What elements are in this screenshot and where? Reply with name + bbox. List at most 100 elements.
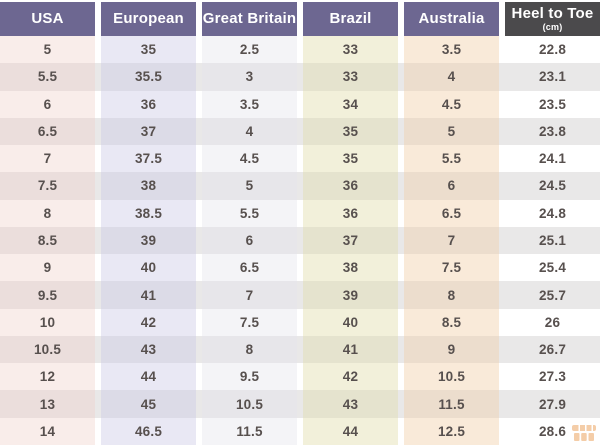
table-cell: 38	[101, 172, 196, 200]
table-cell: 40	[303, 308, 398, 336]
column-header-label: Australia	[418, 10, 485, 28]
table-cell: 28.6	[505, 417, 600, 445]
table-cell: 9.5	[202, 363, 297, 391]
table-cell: 38.5	[101, 199, 196, 227]
table-row: 8 38.5 5.5 36 6.5 24.8	[0, 199, 600, 227]
table-cell: 10.5	[0, 335, 95, 364]
table-cell: 23.8	[505, 117, 600, 146]
shop-logo-icon	[572, 425, 596, 441]
table-cell: 6	[404, 172, 499, 200]
table-cell: 3.5	[404, 36, 499, 64]
table-cell: 35	[303, 117, 398, 146]
table-cell: 42	[101, 308, 196, 336]
table-cell: 25.7	[505, 281, 600, 309]
table-cell: 4.5	[202, 145, 297, 173]
table-body: 5 35 2.5 33 3.5 22.8 5.5 35.5 3 33 4 23.1 6 36 3.5 34 4.…	[0, 36, 600, 445]
table-cell: 33	[303, 36, 398, 64]
table-cell: 9	[0, 254, 95, 282]
table-cell: 8	[404, 281, 499, 309]
table-cell: 5	[404, 117, 499, 146]
table-cell: 41	[303, 335, 398, 364]
column-header-sublabel: (cm)	[542, 21, 563, 32]
column-header-heel-to-toe: Heel to Toe (cm)	[505, 2, 600, 36]
table-row: 5 35 2.5 33 3.5 22.8	[0, 36, 600, 64]
table-cell: 7	[202, 281, 297, 309]
table-cell: 9	[404, 335, 499, 364]
table-row: 10 42 7.5 40 8.5 26	[0, 308, 600, 336]
table-cell: 12	[0, 363, 95, 391]
table-cell: 33	[303, 63, 398, 91]
table-cell: 25.1	[505, 226, 600, 255]
table-row: 9 40 6.5 38 7.5 25.4	[0, 254, 600, 282]
table-cell: 7.5	[202, 308, 297, 336]
table-cell: 37	[101, 117, 196, 146]
table-cell: 6.5	[404, 199, 499, 227]
table-cell: 5.5	[202, 199, 297, 227]
table-cell: 46.5	[101, 417, 196, 445]
table-cell: 4.5	[404, 90, 499, 118]
table-cell: 23.5	[505, 90, 600, 118]
table-row: 6.5 37 4 35 5 23.8	[0, 117, 600, 146]
table-cell: 44	[303, 417, 398, 445]
table-cell: 36	[101, 90, 196, 118]
table-cell: 26.7	[505, 335, 600, 364]
table-cell: 10.5	[404, 363, 499, 391]
table-cell: 45	[101, 390, 196, 418]
table-cell: 11.5	[202, 417, 297, 445]
column-header-label: Brazil	[329, 10, 372, 28]
table-row: 6 36 3.5 34 4.5 23.5	[0, 90, 600, 118]
table-cell: 36	[303, 199, 398, 227]
column-header-label: Great Britain	[202, 10, 297, 28]
column-header-australia: Australia	[404, 2, 499, 36]
table-row: 8.5 39 6 37 7 25.1	[0, 226, 600, 255]
table-cell: 37.5	[101, 145, 196, 173]
table-cell: 6.5	[202, 254, 297, 282]
table-cell: 3	[202, 63, 297, 91]
table-cell: 22.8	[505, 36, 600, 64]
column-header-usa: USA	[0, 2, 95, 36]
column-header-european: European	[101, 2, 196, 36]
table-row: 5.5 35.5 3 33 4 23.1	[0, 63, 600, 91]
table-cell: 8.5	[404, 308, 499, 336]
table-cell: 7.5	[0, 172, 95, 200]
table-cell: 39	[101, 226, 196, 255]
column-header-great-britain: Great Britain	[202, 2, 297, 36]
table-cell: 6	[202, 226, 297, 255]
table-cell: 41	[101, 281, 196, 309]
table-cell: 27.3	[505, 363, 600, 391]
table-cell: 5	[202, 172, 297, 200]
table-cell: 5	[0, 36, 95, 64]
table-cell: 37	[303, 226, 398, 255]
table-row: 12 44 9.5 42 10.5 27.3	[0, 363, 600, 391]
table-cell: 40	[101, 254, 196, 282]
table-cell: 44	[101, 363, 196, 391]
table-cell: 38	[303, 254, 398, 282]
table-cell: 9.5	[0, 281, 95, 309]
table-cell: 27.9	[505, 390, 600, 418]
table-cell: 43	[101, 335, 196, 364]
table-cell: 24.5	[505, 172, 600, 200]
table-row: 7 37.5 4.5 35 5.5 24.1	[0, 145, 600, 173]
table-cell: 24.8	[505, 199, 600, 227]
table-cell: 3.5	[202, 90, 297, 118]
table-cell: 36	[303, 172, 398, 200]
table-row: 14 46.5 11.5 44 12.5 28.6	[0, 417, 600, 445]
table-cell: 35	[303, 145, 398, 173]
table-row: 7.5 38 5 36 6 24.5	[0, 172, 600, 200]
table-cell: 5.5	[404, 145, 499, 173]
table-cell: 8.5	[0, 226, 95, 255]
table-cell: 7	[0, 145, 95, 173]
table-cell: 5.5	[0, 63, 95, 91]
table-cell: 35	[101, 36, 196, 64]
table-cell: 25.4	[505, 254, 600, 282]
table-cell: 6.5	[0, 117, 95, 146]
table-cell: 13	[0, 390, 95, 418]
table-cell: 24.1	[505, 145, 600, 173]
table-cell: 8	[202, 335, 297, 364]
table-cell: 4	[202, 117, 297, 146]
table-cell: 43	[303, 390, 398, 418]
column-header-label: Heel to Toe	[511, 4, 594, 22]
table-cell: 11.5	[404, 390, 499, 418]
